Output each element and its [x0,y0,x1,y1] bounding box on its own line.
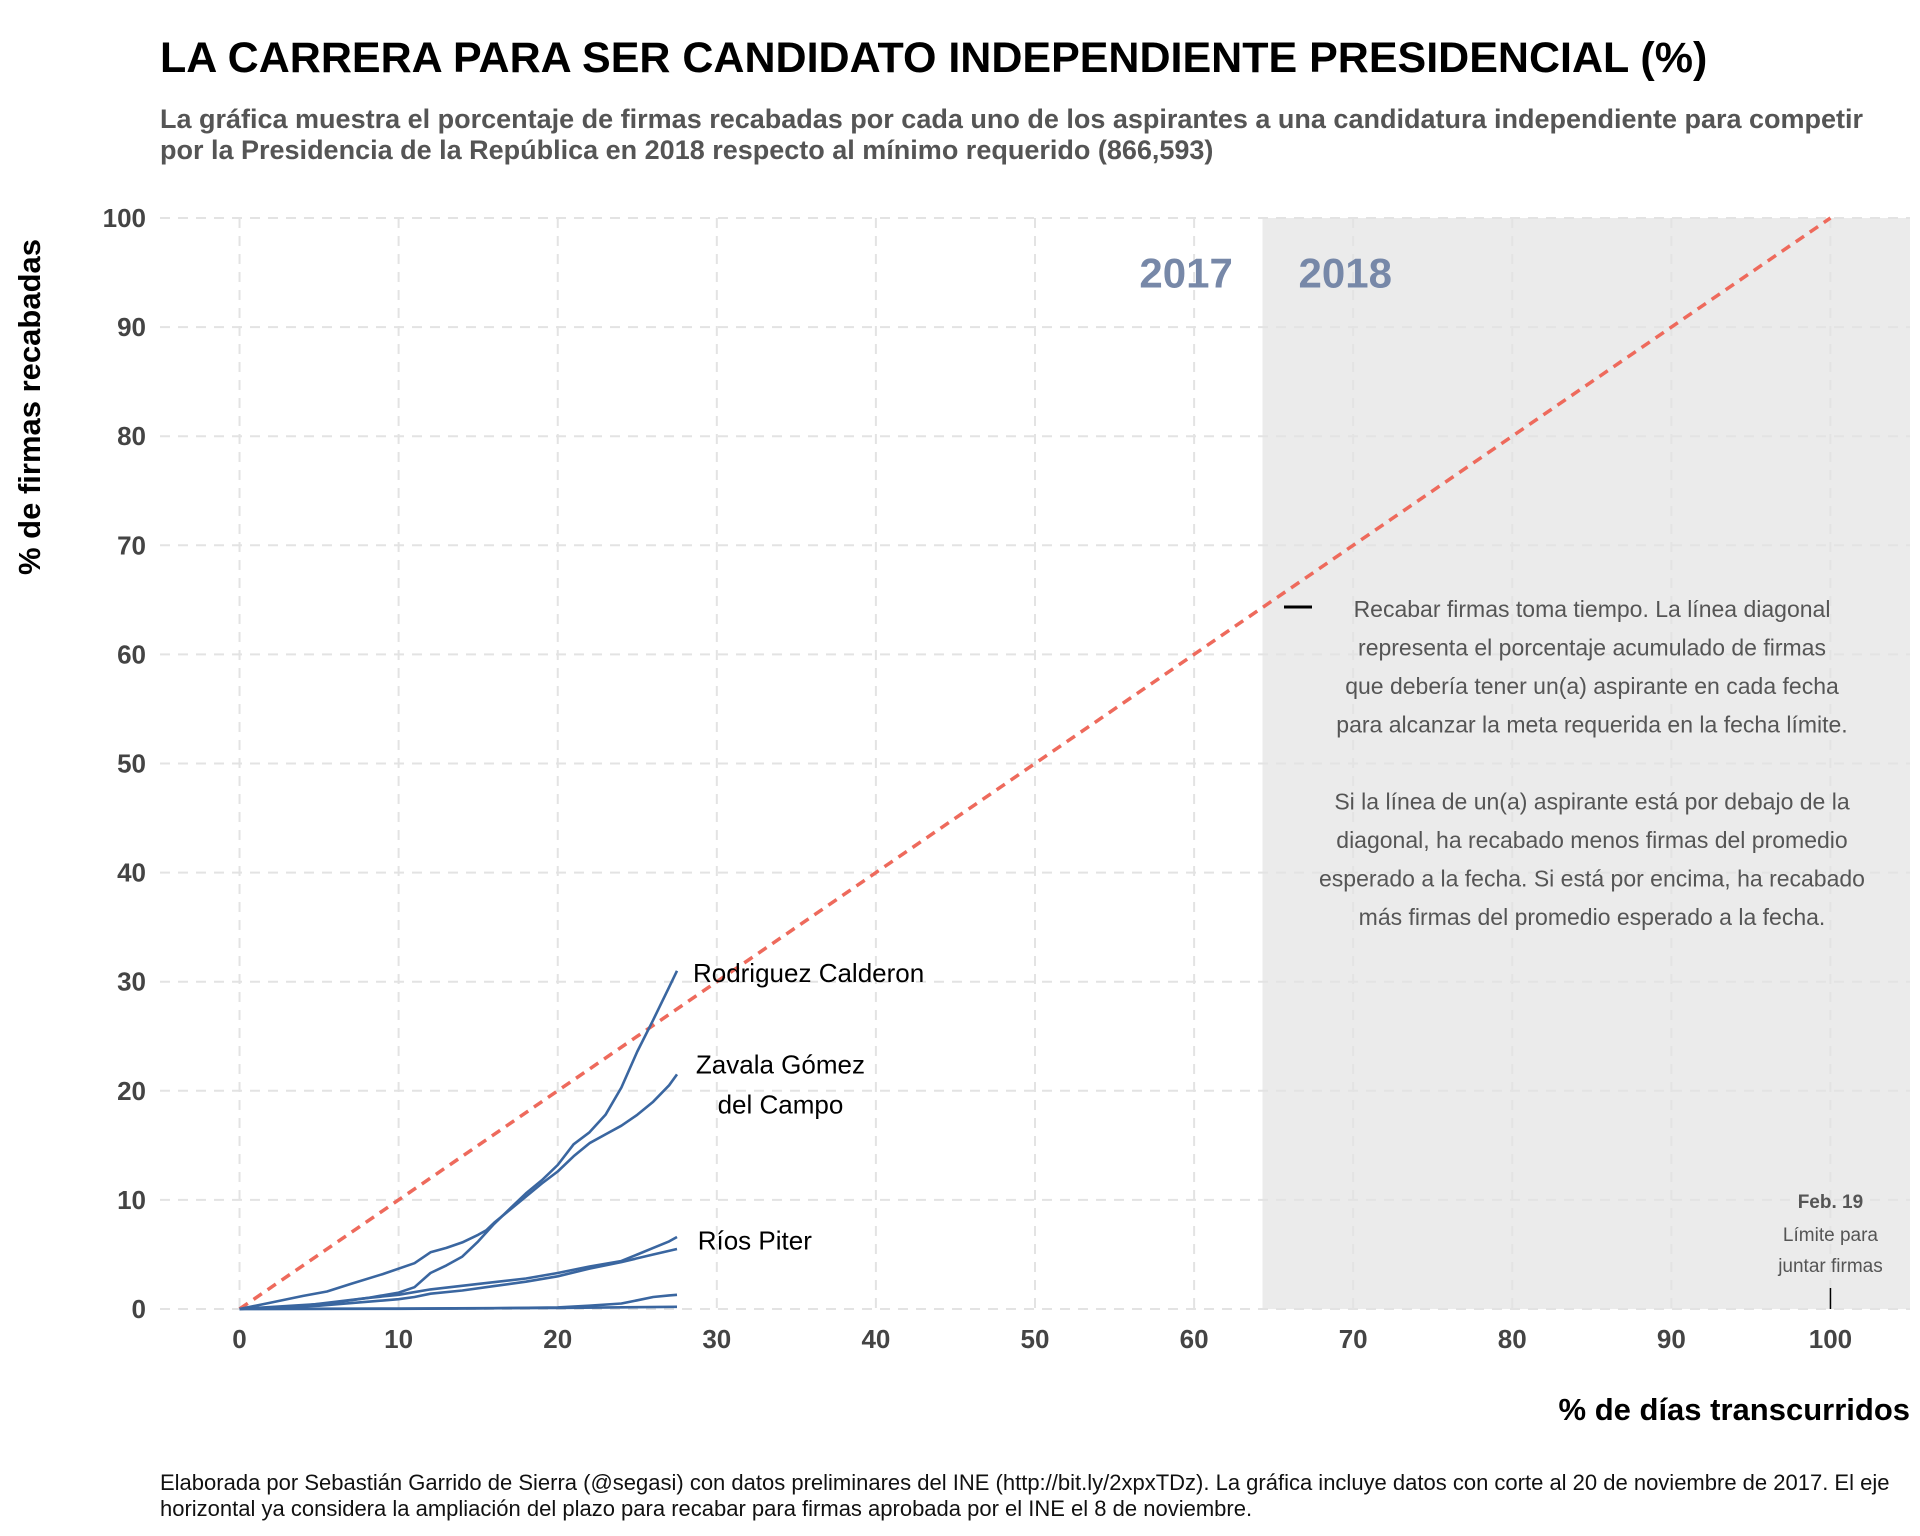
x-tick-40: 40 [861,1324,890,1354]
deadline-title: Feb. 19 [1798,1192,1863,1213]
note-line-2: que debería tener un(a) aspirante en cad… [1345,673,1839,699]
annotation-note: Recabar firmas toma tiempo. La línea dia… [1284,596,1865,930]
chart-subtitle: La gráfica muestra el porcentaje de firm… [160,104,1864,165]
x-tick-60: 60 [1180,1324,1209,1354]
deadline-note: Feb. 19 Límite para juntar firmas [1777,1192,1883,1309]
y-tick-30: 30 [117,967,146,997]
y-tick-60: 60 [117,639,146,669]
note-line-1: representa el porcentaje acumulado de fi… [1358,635,1826,661]
x-tick-20: 20 [543,1324,572,1354]
y-tick-80: 80 [117,421,146,451]
y-axis-label: % de firmas recabadas [12,238,47,576]
y-tick-90: 90 [117,312,146,342]
series-lines [239,970,679,1311]
series-labels: Rodriguez Calderon Zavala Gómez del Campo R… [693,958,924,1255]
series-line-3 [239,1247,678,1311]
deadline-line-0: Límite para [1783,1225,1878,1246]
y-tick-10: 10 [117,1185,146,1215]
x-tick-30: 30 [702,1324,731,1354]
deadline-line-1: juntar firmas [1777,1256,1883,1277]
reference-line [238,216,1832,1311]
y-tick-40: 40 [117,858,146,888]
series-line-1 [239,1073,679,1311]
note-line-8: más firmas del promedio esperado a la fe… [1359,904,1826,930]
grid-lines [160,217,1910,1310]
series-line-5 [239,1305,678,1311]
chart-title: LA CARRERA PARA SER CANDIDATO INDEPENDIE… [160,34,1708,82]
series-line-2 [239,1235,678,1311]
y-tick-20: 20 [117,1076,146,1106]
series-line-0 [239,970,679,1311]
chart-caption: Elaborada por Sebastián Garrido de Sierr… [160,1470,1890,1521]
note-line-3: para alcanzar la meta requerida en la fe… [1336,712,1847,738]
x-tick-50: 50 [1021,1324,1050,1354]
note-line-7: esperado a la fecha. Si está por encima,… [1319,866,1865,892]
x-tick-10: 10 [384,1324,413,1354]
x-tick-100: 100 [1809,1324,1852,1354]
x-tick-labels: 0 10 20 30 40 50 60 70 80 90 100 [232,1324,1852,1354]
y-tick-70: 70 [117,530,146,560]
series-label-1-0: Zavala Gómez [696,1050,865,1080]
year-labels: 2017 2018 [1139,250,1392,297]
note-line-0: Recabar firmas toma tiempo. La línea dia… [1354,596,1831,622]
y-tick-labels: 0 10 20 30 40 50 60 70 80 90 100 [103,203,146,1324]
x-tick-80: 80 [1498,1324,1527,1354]
x-tick-0: 0 [232,1324,246,1354]
year-label-2017: 2017 [1139,250,1232,297]
y-tick-100: 100 [103,203,146,233]
series-label-0-0: Rodriguez Calderon [693,958,924,988]
series-label-1-1: del Campo [718,1090,844,1120]
x-tick-70: 70 [1339,1324,1368,1354]
reference-diagonal [238,216,1832,1311]
y-tick-0: 0 [132,1294,146,1324]
series-label-2-0: Ríos Piter [698,1225,812,1255]
year-label-2018: 2018 [1299,250,1392,297]
x-tick-90: 90 [1657,1324,1686,1354]
note-line-6: diagonal, ha recabado menos firmas del p… [1336,827,1847,853]
x-axis-label: % de días transcurridos [1558,1392,1910,1427]
y-tick-50: 50 [117,749,146,779]
note-line-5: Si la línea de un(a) aspirante está por … [1334,789,1849,815]
